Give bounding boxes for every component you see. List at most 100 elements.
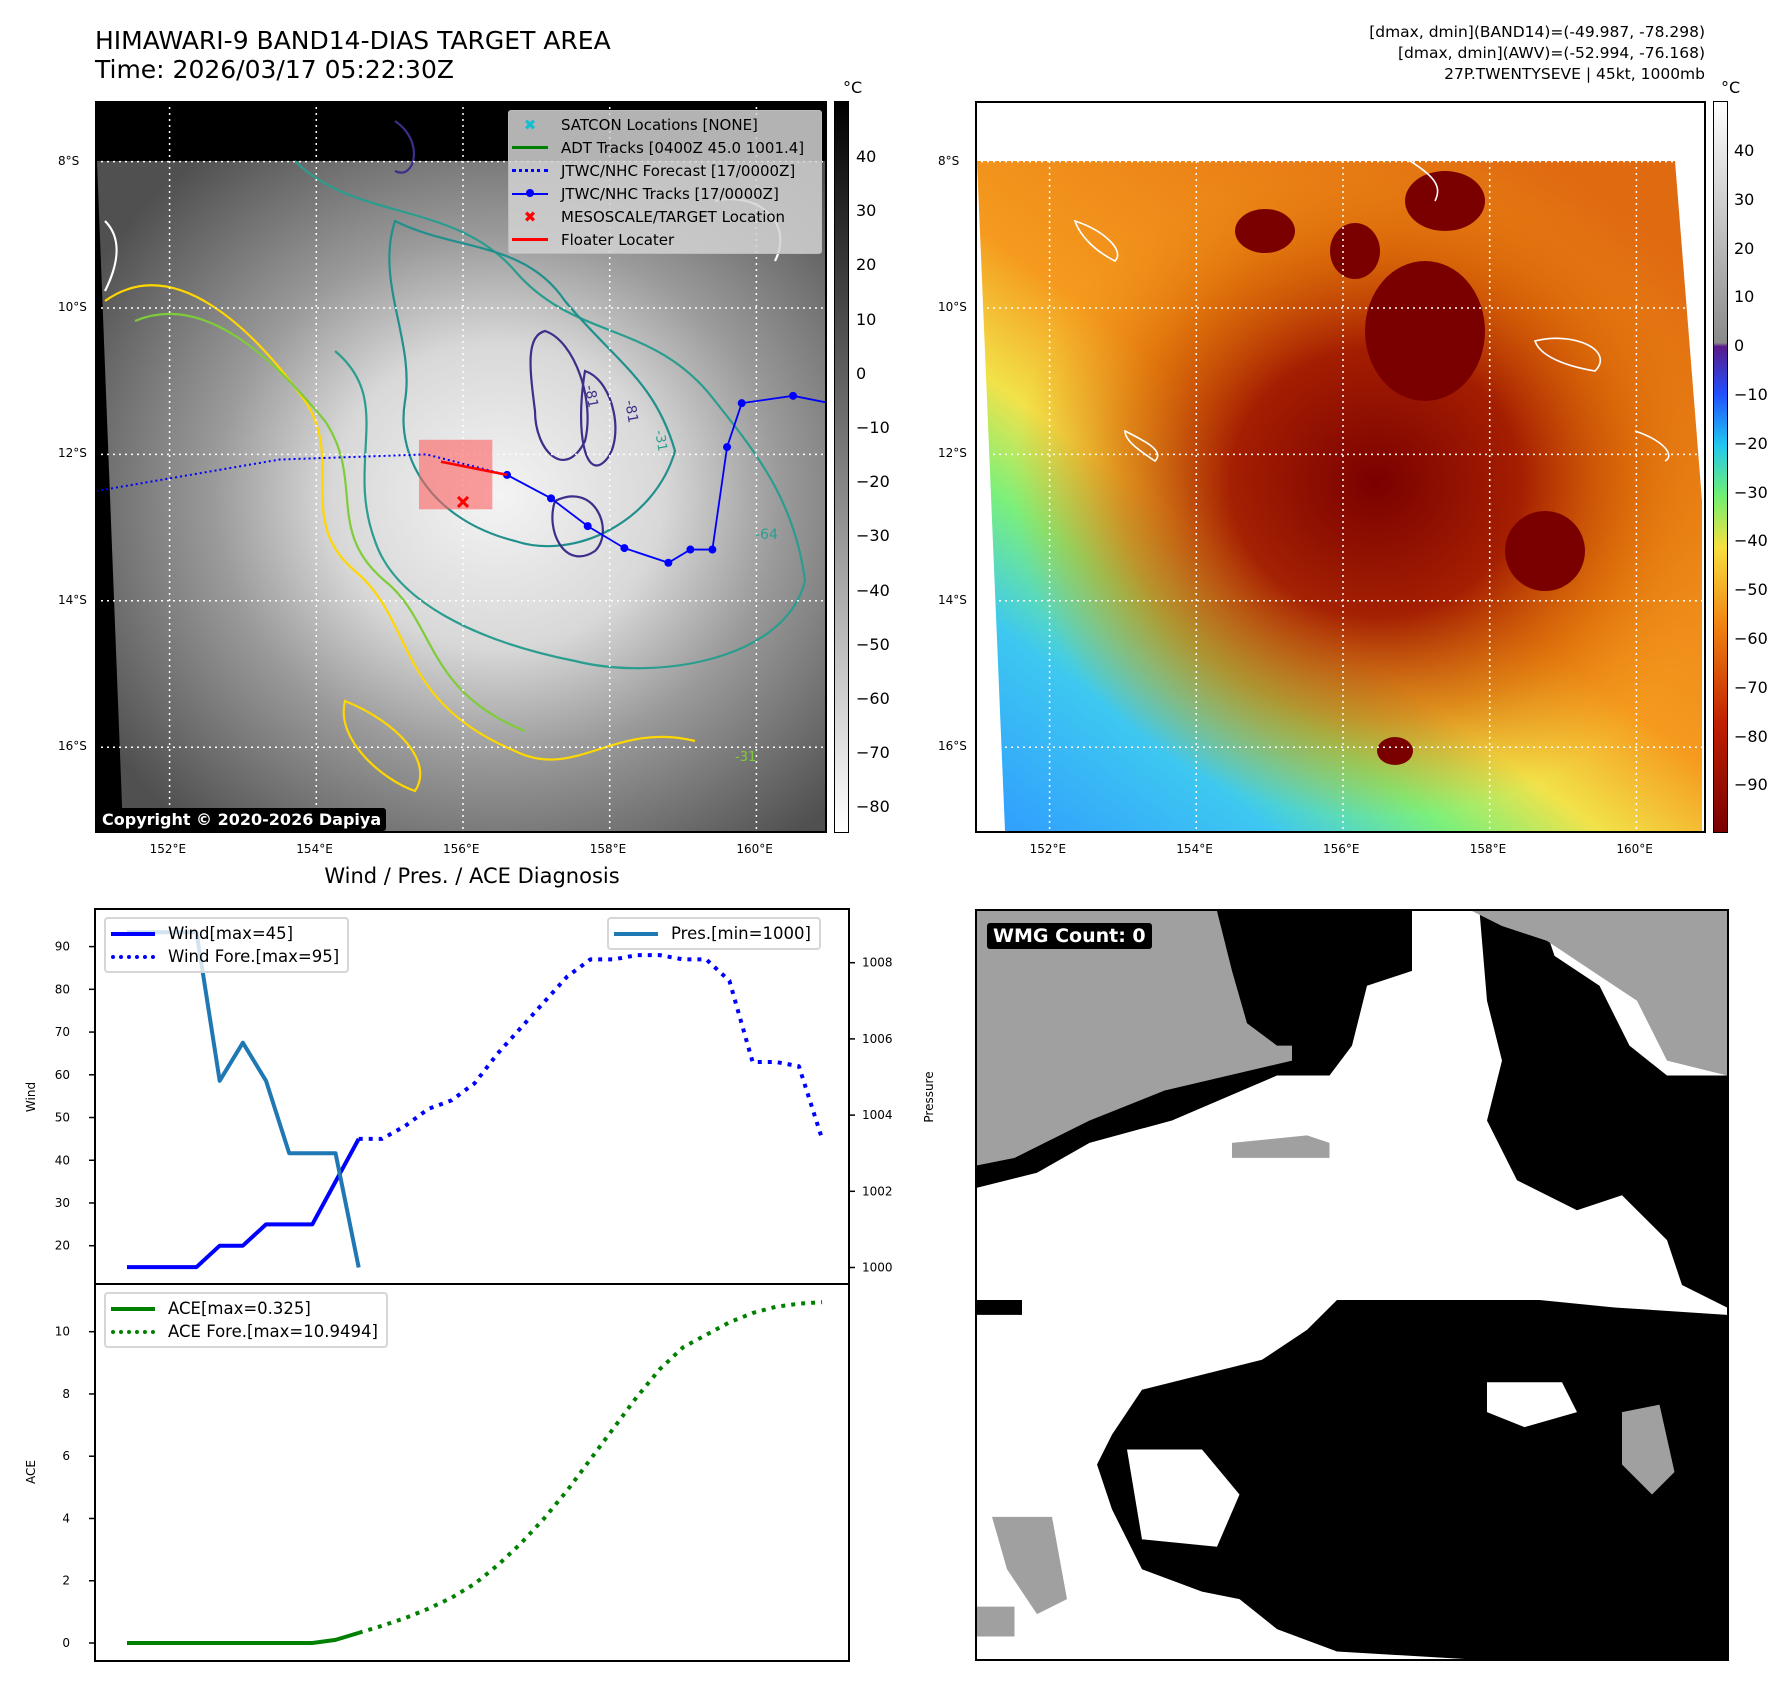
colorbar-tick: 10 <box>1734 287 1755 307</box>
legend-target: ✖ MESOSCALE/TARGET Location <box>509 205 821 228</box>
colorbar-tick: −20 <box>1734 433 1768 453</box>
floater-line <box>440 460 508 477</box>
line-icon <box>509 146 551 149</box>
legend-tracks: JTWC/NHC Tracks [17/0000Z] <box>509 182 821 205</box>
dotted-line-icon <box>110 1329 156 1334</box>
solid-line-icon <box>110 931 156 936</box>
wmg-count-label: WMG Count: 0 <box>987 923 1152 949</box>
colorbar-tick: −50 <box>856 634 890 654</box>
lon-label: 160°E <box>736 842 773 856</box>
legend-floater: Floater Locater <box>509 228 821 251</box>
right-colorbar-unit: °C <box>1721 78 1741 97</box>
gray-region <box>1232 1135 1330 1158</box>
lon-label: 152°E <box>1029 842 1067 856</box>
lon-label: 154°E <box>1176 842 1213 856</box>
wind-tick-label: 60 <box>55 1068 70 1082</box>
colorbar-tick: 0 <box>1734 336 1745 356</box>
wind-tick-label: 70 <box>55 1025 70 1039</box>
track-point <box>686 545 695 554</box>
dotted-line-icon <box>509 169 551 172</box>
awv-map <box>975 101 1706 833</box>
wind-tick-label: 30 <box>55 1196 70 1210</box>
black-region <box>1217 911 1367 1046</box>
colorbar-tick: −30 <box>1734 482 1768 502</box>
ace-axes <box>94 1283 850 1662</box>
pressure-line <box>127 930 361 1268</box>
wind-tick-label: 90 <box>55 940 70 954</box>
storm-core <box>977 161 1702 831</box>
lon-label: 152°E <box>149 842 187 856</box>
wmg-mask <box>977 911 1727 1659</box>
lat-label: 16°S <box>938 739 967 754</box>
wind-tick-label: 20 <box>55 1239 70 1253</box>
track-point <box>583 522 592 531</box>
copyright-label: Copyright © 2020-2026 Dapiya <box>97 808 387 831</box>
pressure-tick-label: 1006 <box>862 1032 893 1046</box>
black-region <box>977 1299 1022 1315</box>
track-point <box>708 545 717 554</box>
cold-cloud-tops <box>1235 171 1585 765</box>
legend-ace: ACE[max=0.325] <box>110 1297 378 1320</box>
ace-axis-label: ACE <box>24 1460 38 1484</box>
wind-axis-label: Wind <box>24 1082 38 1112</box>
figure-title: HIMAWARI-9 BAND14-DIAS TARGET AREA Time:… <box>95 26 611 84</box>
lon-label: 158°E <box>1469 842 1507 856</box>
lat-label: 8°S <box>938 153 960 168</box>
wind-tick-label: 50 <box>55 1111 70 1125</box>
pressure-tick-label: 1004 <box>862 1108 893 1122</box>
right-colorbar <box>1713 101 1728 833</box>
lat-label: 10°S <box>938 300 967 314</box>
colorbar-tick: 40 <box>1734 141 1755 160</box>
gray-region <box>1472 911 1727 1076</box>
lon-label: 156°E <box>443 842 480 856</box>
legend-forecast: JTWC/NHC Forecast [17/0000Z] <box>509 159 821 182</box>
pressure-tick-label: 1002 <box>862 1184 893 1198</box>
pressure-tick-label: 1008 <box>862 956 893 970</box>
lat-label: 10°S <box>58 300 87 314</box>
x-marker-icon: ✖ <box>523 207 537 226</box>
title-line-2: Time: 2026/03/17 05:22:30Z <box>95 55 454 84</box>
contour-label: -31 <box>651 429 669 453</box>
colorbar-tick: 0 <box>856 363 867 383</box>
colorbar-tick: −80 <box>1734 726 1768 746</box>
wind-tick-label: 80 <box>55 982 70 996</box>
gray-region <box>977 1606 1015 1637</box>
colorbar-tick: 20 <box>856 255 877 275</box>
wind-pres-ace-chart: 20 30 40 50 60 70 80 90 1000 1002 1004 1006 1008 0 2 4 6… <box>24 908 936 1662</box>
lat-label: 14°S <box>58 592 87 607</box>
wind-forecast-line <box>358 953 825 1141</box>
target-area-box <box>418 439 493 510</box>
contour-label: -64 <box>755 527 778 543</box>
track-point <box>737 399 746 408</box>
ace-tick-label: 0 <box>62 1636 70 1650</box>
pressure-axis-label: Pressure <box>922 1071 936 1122</box>
colorbar-tick: −80 <box>856 797 890 817</box>
x-marker-icon: ✖ <box>523 115 537 134</box>
legend-wind-forecast: Wind Fore.[max=95] <box>110 945 339 968</box>
title-line-1: HIMAWARI-9 BAND14-DIAS TARGET AREA <box>95 26 611 55</box>
colorbar-tick: −90 <box>1734 775 1768 795</box>
lat-label: 12°S <box>58 446 87 461</box>
gray-region <box>1622 1404 1675 1495</box>
contour-label: -81 <box>581 384 601 409</box>
track-point <box>547 494 556 503</box>
ace-legend: ACE[max=0.325] ACE Fore.[max=10.9494] <box>104 1292 388 1348</box>
pressure-tick-label: 1000 <box>862 1261 893 1275</box>
colorbar-tick: 30 <box>1734 189 1755 209</box>
wind-tick-label: 40 <box>55 1153 70 1167</box>
legend-ace-forecast: ACE Fore.[max=10.9494] <box>110 1320 378 1343</box>
ace-tick-label: 6 <box>62 1449 70 1463</box>
awv-map-svg <box>977 103 1704 831</box>
track-point <box>723 443 732 452</box>
info-awv: [dmax, dmin](AWV)=(-52.994, -76.168) <box>1398 44 1705 62</box>
line-dot-icon <box>509 188 551 197</box>
colorbar-tick: 40 <box>856 147 877 166</box>
coastlines <box>1073 150 1670 463</box>
ace-tick-label: 8 <box>62 1387 70 1401</box>
ace-forecast-line <box>358 1300 823 1635</box>
colorbar-tick: −60 <box>1734 629 1768 648</box>
left-colorbar <box>834 101 849 833</box>
ace-tick-label: 2 <box>62 1574 70 1588</box>
info-band14: [dmax, dmin](BAND14)=(-49.987, -78.298) <box>1369 23 1705 41</box>
colorbar-tick: 20 <box>1734 238 1755 258</box>
